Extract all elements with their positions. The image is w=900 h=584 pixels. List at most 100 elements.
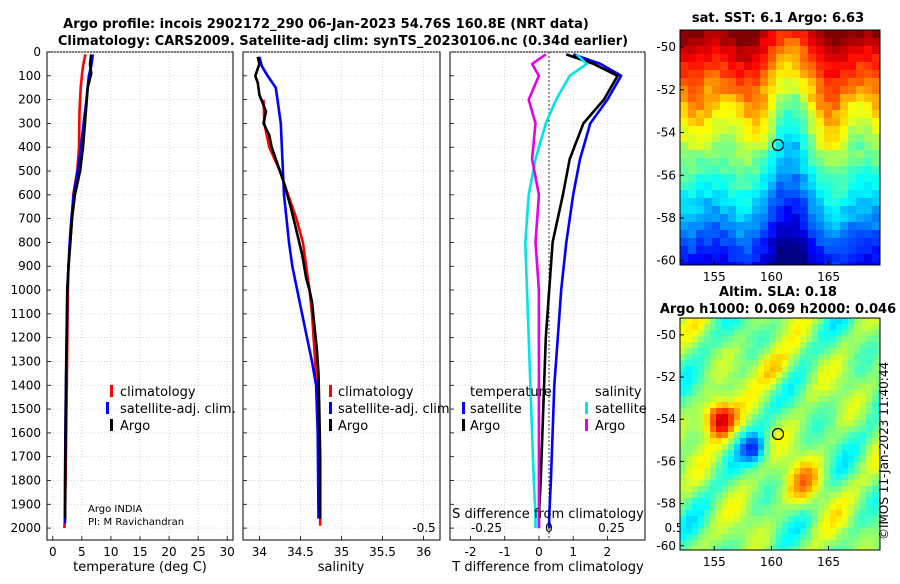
map-cell [736,54,745,63]
map-cell [806,492,813,499]
map-cell [840,158,849,167]
map-cell [864,54,873,63]
map-cell [696,78,705,87]
map-cell [824,166,833,175]
map-cell [864,214,873,223]
difference-panel: -2 -1 0 1 2 S difference from climatology -0… [412,51,684,575]
map-cell [840,182,849,191]
map-cell [704,534,711,541]
map-cell [856,174,865,183]
map-cell [722,504,729,511]
map-cell [824,342,831,349]
map-cell [710,432,717,439]
map-cell [782,390,789,397]
sst-argo-marker [771,138,785,152]
map-cell [760,246,769,255]
map-cell [728,126,737,135]
map-cell [840,70,849,79]
map-cell [818,318,825,325]
map-cell [752,142,761,151]
map-cell [840,222,849,231]
map-cell [776,456,783,463]
map-cell [824,534,831,541]
map-cell [794,348,801,355]
map-cell [712,230,721,239]
map-cell [686,546,693,550]
map-cell [686,408,693,415]
map-cell [752,214,761,223]
map-cell [716,372,723,379]
map-cell [784,190,793,199]
map-cell [704,318,711,325]
map-cell [760,62,769,71]
map-cell [770,378,777,385]
legend-swatch-climatology [329,385,332,397]
map-cell [710,420,717,427]
map-cell [848,174,857,183]
map-cell [794,438,801,445]
map-cell [872,540,879,547]
map-cell [734,420,741,427]
map-cell [842,516,849,523]
map-cell [788,480,795,487]
map-cell [872,456,879,463]
map-cell [808,222,817,231]
map-cell [686,420,693,427]
map-cell [878,504,880,511]
map-cell [680,516,687,523]
map-cell [736,190,745,199]
map-cell [720,246,729,255]
map-cell [688,214,697,223]
map-cell [736,70,745,79]
map-cell [878,348,880,355]
map-cell [840,54,849,63]
map-cell [758,426,765,433]
map-cell [800,450,807,457]
map-cell [800,522,807,529]
map-cell [776,30,785,39]
map-cell [744,94,753,103]
map-cell [770,546,777,550]
legend-label-climatology: climatology [120,385,196,400]
map-cell [832,70,841,79]
map-cell [692,342,699,349]
map-cell [704,504,711,511]
map-cell [776,384,783,391]
map-cell [836,402,843,409]
map-cell [692,528,699,535]
map-cell [800,402,807,409]
map-cell [768,86,777,95]
map-cell [808,214,817,223]
map-cell [736,142,745,151]
map-cell [710,468,717,475]
map-cell [770,510,777,517]
map-cell [878,318,880,325]
map-cell [872,378,879,385]
map-cell [698,456,705,463]
map-cell [782,474,789,481]
map-cell [736,166,745,175]
map-cell [792,238,801,247]
map-cell [716,468,723,475]
map-cell [696,206,705,215]
map-cell [752,230,761,239]
map-cell [794,336,801,343]
map-cell [710,378,717,385]
map-cell [728,174,737,183]
map-cell [812,324,819,331]
map-cell [752,534,759,541]
map-cell [782,336,789,343]
map-cell [736,222,745,231]
map-cell [866,498,873,505]
map-cell [866,432,873,439]
map-cell [720,30,729,39]
map-cell [768,110,777,119]
map-cell [740,468,747,475]
map-cell [866,342,873,349]
legend-label-s-satellite: satellite [595,402,647,417]
map-cell [848,504,855,511]
map-cell [692,492,699,499]
map-cell [728,62,737,71]
map-cell [760,142,769,151]
